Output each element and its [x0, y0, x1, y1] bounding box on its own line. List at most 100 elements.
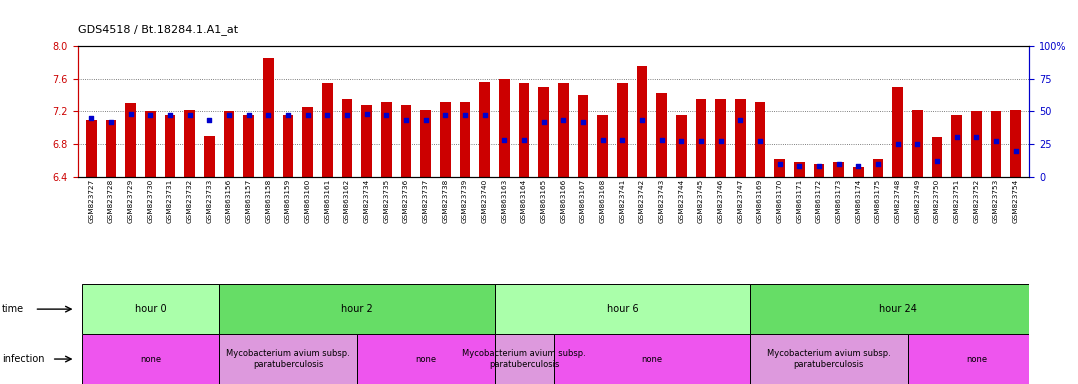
Text: GSM823750: GSM823750	[934, 179, 940, 223]
Text: GSM863167: GSM863167	[580, 179, 586, 223]
Bar	[342, 99, 353, 177]
Bar	[554, 334, 750, 384]
Text: GSM823743: GSM823743	[659, 179, 665, 223]
Text: GSM823727: GSM823727	[88, 179, 95, 223]
Text: Mycobacterium avium subsp.
paratuberculosis: Mycobacterium avium subsp. paratuberculo…	[226, 349, 350, 369]
Point	[732, 118, 749, 124]
Point	[102, 119, 120, 125]
Text: GSM823753: GSM823753	[993, 179, 999, 223]
Bar	[82, 284, 219, 334]
Bar	[1010, 110, 1021, 177]
Bar	[480, 82, 490, 177]
Bar	[420, 110, 431, 177]
Text: infection: infection	[2, 354, 44, 364]
Bar	[578, 95, 589, 177]
Text: GSM863170: GSM863170	[777, 179, 783, 223]
Point	[1007, 147, 1024, 154]
Text: GSM823749: GSM823749	[914, 179, 921, 223]
Point	[791, 163, 808, 169]
Point	[358, 111, 375, 117]
Point	[673, 138, 690, 144]
Point	[260, 112, 277, 118]
Text: GSM823751: GSM823751	[954, 179, 959, 223]
Text: hour 0: hour 0	[135, 304, 166, 314]
Bar	[357, 334, 495, 384]
Bar	[908, 334, 1046, 384]
Text: GSM863161: GSM863161	[324, 179, 330, 223]
Bar	[263, 58, 274, 177]
Bar	[558, 83, 569, 177]
Point	[201, 118, 218, 124]
Bar	[931, 137, 942, 177]
Bar	[401, 105, 412, 177]
Bar	[991, 111, 1001, 177]
Bar	[82, 334, 219, 384]
Text: GSM823741: GSM823741	[620, 179, 625, 223]
Bar	[495, 334, 553, 384]
Bar	[657, 93, 667, 177]
Text: GSM863172: GSM863172	[816, 179, 823, 223]
Bar	[223, 111, 234, 177]
Text: GSM863159: GSM863159	[285, 179, 291, 223]
Text: Mycobacterium avium subsp.
paratuberculosis: Mycobacterium avium subsp. paratuberculo…	[768, 349, 890, 369]
Bar	[322, 83, 333, 177]
Text: GSM863156: GSM863156	[226, 179, 232, 223]
Text: Mycobacterium avium subsp.
paratuberculosis: Mycobacterium avium subsp. paratuberculo…	[462, 349, 586, 369]
Point	[319, 112, 336, 118]
Point	[987, 138, 1005, 144]
Bar	[912, 110, 923, 177]
Text: GSM823735: GSM823735	[384, 179, 389, 223]
Bar	[755, 101, 765, 177]
Text: GSM823748: GSM823748	[895, 179, 901, 223]
Text: GSM823740: GSM823740	[482, 179, 487, 223]
Point	[83, 115, 100, 121]
Bar	[676, 116, 687, 177]
Point	[456, 112, 473, 118]
Text: GSM823754: GSM823754	[1012, 179, 1019, 223]
Point	[515, 137, 533, 143]
Point	[279, 112, 296, 118]
Text: GSM823752: GSM823752	[973, 179, 980, 223]
Point	[771, 161, 788, 167]
Text: GSM823745: GSM823745	[699, 179, 704, 223]
Point	[299, 112, 316, 118]
Text: GSM823746: GSM823746	[718, 179, 723, 223]
Bar	[184, 110, 195, 177]
Bar	[282, 116, 293, 177]
Bar	[144, 111, 156, 177]
Bar	[750, 284, 1046, 334]
Point	[830, 161, 847, 167]
Text: GDS4518 / Bt.18284.1.A1_at: GDS4518 / Bt.18284.1.A1_at	[78, 24, 238, 35]
Bar	[750, 334, 908, 384]
Bar	[637, 66, 648, 177]
Point	[653, 137, 671, 143]
Bar	[302, 107, 313, 177]
Bar	[873, 159, 884, 177]
Point	[496, 137, 513, 143]
Point	[122, 111, 139, 117]
Text: GSM823734: GSM823734	[363, 179, 370, 223]
Text: GSM823733: GSM823733	[206, 179, 212, 223]
Point	[692, 138, 709, 144]
Bar	[597, 116, 608, 177]
Text: GSM823747: GSM823747	[737, 179, 744, 223]
Point	[613, 137, 631, 143]
Text: GSM863171: GSM863171	[797, 179, 802, 223]
Text: GSM863162: GSM863162	[344, 179, 350, 223]
Bar	[244, 116, 254, 177]
Text: GSM863168: GSM863168	[599, 179, 606, 223]
Point	[870, 161, 887, 167]
Text: time: time	[2, 304, 25, 314]
Text: GSM823736: GSM823736	[403, 179, 409, 223]
Text: none: none	[415, 354, 437, 364]
Point	[713, 138, 730, 144]
Point	[142, 112, 160, 118]
Text: hour 6: hour 6	[607, 304, 638, 314]
Point	[555, 118, 572, 124]
Point	[968, 134, 985, 141]
Bar	[165, 116, 176, 177]
Bar	[459, 101, 470, 177]
Text: GSM823739: GSM823739	[462, 179, 468, 223]
Point	[535, 119, 552, 125]
Bar	[951, 116, 963, 177]
